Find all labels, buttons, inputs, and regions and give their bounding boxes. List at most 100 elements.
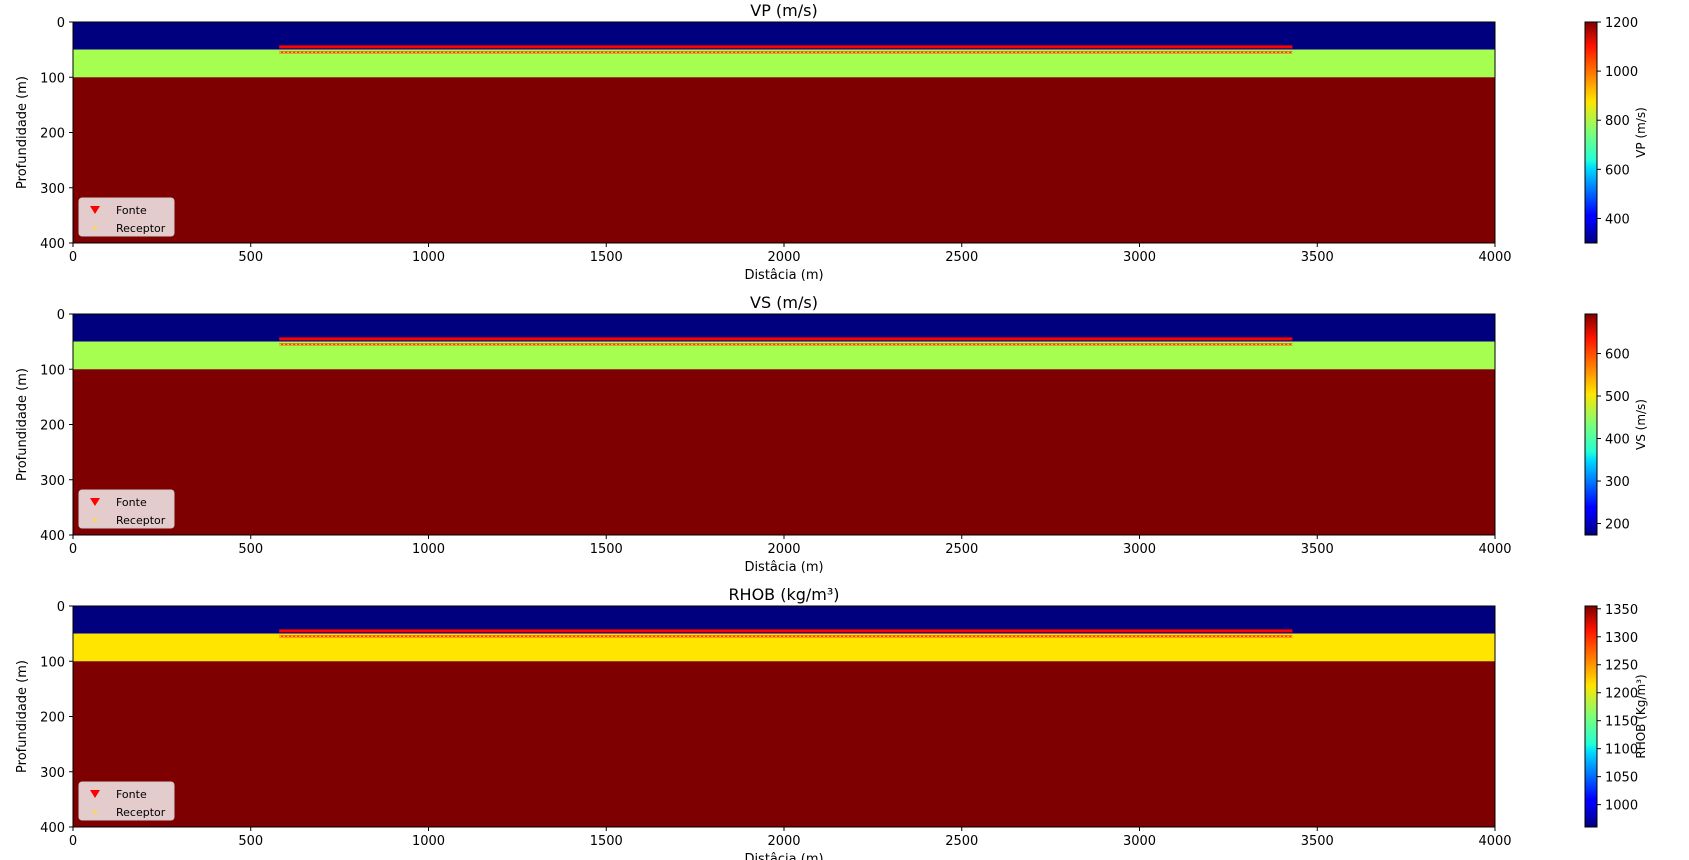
y-tick-label: 400 — [40, 237, 65, 252]
receiver-marker-icon — [93, 518, 97, 522]
x-tick-label: 3500 — [1301, 250, 1334, 265]
legend: Fonte Receptor — [78, 197, 175, 237]
chart-title: RHOB (kg/m³) — [728, 585, 839, 604]
x-tick-label: 4000 — [1478, 542, 1511, 557]
colorbar — [1584, 313, 1598, 536]
colorbar-tick-label: 600 — [1605, 348, 1630, 363]
layer-1 — [73, 22, 1495, 50]
legend-label-fonte: Fonte — [116, 204, 147, 217]
colorbar-tick-label: 600 — [1605, 163, 1630, 178]
layer-3 — [73, 369, 1495, 535]
chart-panel-2: VS (m/s)0 500 1000 1500 2000 2500 3000 3500 4000… — [15, 293, 1648, 575]
colorbar-label: VS (m/s) — [1634, 399, 1648, 450]
x-tick-label: 1000 — [412, 250, 445, 265]
legend-label-receptor: Receptor — [116, 806, 166, 819]
x-tick-label: 2000 — [767, 542, 800, 557]
y-tick-label: 100 — [40, 363, 65, 378]
chart-title: VP (m/s) — [750, 1, 817, 20]
x-tick-label: 2500 — [945, 542, 978, 557]
colorbar-tick-label: 800 — [1605, 114, 1630, 129]
x-tick-label: 500 — [238, 542, 263, 557]
x-tick-label: 2500 — [945, 250, 978, 265]
colorbar-tick-label: 300 — [1605, 475, 1630, 490]
x-tick-label: 500 — [238, 834, 263, 849]
x-tick-label: 0 — [69, 542, 77, 557]
chart-title: VS (m/s) — [750, 293, 818, 312]
colorbar-label: VP (m/s) — [1634, 107, 1648, 158]
x-tick-label: 1500 — [590, 250, 623, 265]
x-tick-label: 3000 — [1123, 542, 1156, 557]
x-tick-label: 4000 — [1478, 250, 1511, 265]
y-tick-label: 400 — [40, 821, 65, 836]
y-tick-label: 400 — [40, 529, 65, 544]
legend-label-fonte: Fonte — [116, 788, 147, 801]
y-tick-label: 0 — [57, 16, 65, 31]
x-axis-label: Distâcia (m) — [744, 560, 823, 575]
source-marker-icon — [90, 498, 100, 506]
x-tick-label: 1000 — [412, 834, 445, 849]
legend: Fonte Receptor — [78, 781, 175, 821]
y-tick-label: 200 — [40, 419, 65, 434]
x-tick-label: 2000 — [767, 834, 800, 849]
legend-box — [78, 781, 175, 821]
x-axis-label: Distâcia (m) — [744, 268, 823, 283]
y-tick-label: 0 — [57, 600, 65, 615]
layer-1 — [73, 314, 1495, 342]
legend-box — [78, 197, 175, 237]
y-tick-label: 300 — [40, 182, 65, 197]
colorbar — [1584, 605, 1598, 828]
y-tick-label: 0 — [57, 308, 65, 323]
colorbar-tick-label: 1200 — [1605, 16, 1638, 31]
x-tick-label: 4000 — [1478, 834, 1511, 849]
y-tick-label: 200 — [40, 711, 65, 726]
colorbar-tick-label: 1150 — [1605, 715, 1638, 730]
colorbar-tick-label: 500 — [1605, 390, 1630, 405]
legend-label-fonte: Fonte — [116, 496, 147, 509]
x-tick-label: 0 — [69, 250, 77, 265]
y-tick-label: 300 — [40, 474, 65, 489]
x-tick-label: 1500 — [590, 542, 623, 557]
layer-3 — [73, 77, 1495, 243]
colorbar-tick-label: 400 — [1605, 212, 1630, 227]
legend: Fonte Receptor — [78, 489, 175, 529]
y-tick-label: 100 — [40, 71, 65, 86]
colorbar-tick-label: 1350 — [1605, 603, 1638, 618]
x-tick-label: 500 — [238, 250, 263, 265]
colorbar-tick-label: 400 — [1605, 433, 1630, 448]
x-tick-label: 2500 — [945, 834, 978, 849]
colorbar-tick-label: 1000 — [1605, 799, 1638, 814]
colorbar-tick-label: 1200 — [1605, 687, 1638, 702]
colorbar-tick-label: 1000 — [1605, 65, 1638, 80]
chart-panel-3: RHOB (kg/m³)0 500 1000 1500 2000 2500 3000 3500… — [15, 585, 1648, 860]
y-axis-label: Profundidade (m) — [15, 660, 30, 773]
legend-label-receptor: Receptor — [116, 222, 166, 235]
layer-2 — [73, 633, 1495, 662]
source-marker-icon — [90, 790, 100, 798]
legend-box — [78, 489, 175, 529]
y-axis-label: Profundidade (m) — [15, 76, 30, 189]
x-tick-label: 3500 — [1301, 542, 1334, 557]
legend-label-receptor: Receptor — [116, 514, 166, 527]
x-tick-label: 2000 — [767, 250, 800, 265]
colorbar-tick-label: 1300 — [1605, 631, 1638, 646]
x-axis-label: Distâcia (m) — [744, 852, 823, 860]
y-axis-label: Profundidade (m) — [15, 368, 30, 481]
source-marker-icon — [90, 206, 100, 214]
y-tick-label: 100 — [40, 655, 65, 670]
x-tick-label: 3000 — [1123, 834, 1156, 849]
receiver-marker-icon — [93, 810, 97, 814]
chart-panel-1: VP (m/s)0 500 1000 1500 2000 2500 3000 3500 4000… — [15, 1, 1648, 283]
layer-3 — [73, 661, 1495, 827]
colorbar-tick-label: 1250 — [1605, 659, 1638, 674]
receiver-marker-icon — [93, 226, 97, 230]
colorbar — [1584, 21, 1598, 244]
y-tick-label: 200 — [40, 127, 65, 142]
x-tick-label: 3000 — [1123, 250, 1156, 265]
layer-2 — [73, 49, 1495, 78]
x-tick-label: 0 — [69, 834, 77, 849]
y-tick-label: 300 — [40, 766, 65, 781]
colorbar-tick-label: 200 — [1605, 518, 1630, 533]
x-tick-label: 3500 — [1301, 834, 1334, 849]
layer-2 — [73, 341, 1495, 370]
